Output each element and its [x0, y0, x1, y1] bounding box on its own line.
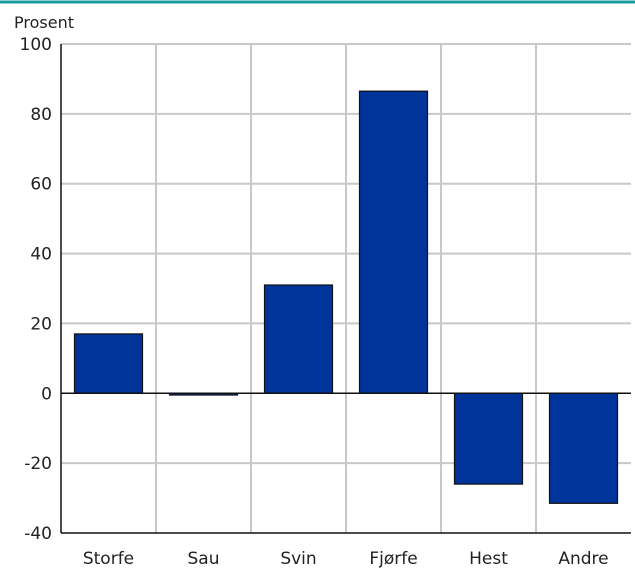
x-tick-label: Sau: [188, 549, 220, 569]
y-tick-label: 100: [20, 35, 52, 55]
x-tick-label: Hest: [469, 549, 508, 569]
x-tick-labels: Storfe Sau Svin Fjørfe Hest Andre: [83, 549, 609, 569]
bar-hest: [453, 392, 524, 485]
bar-andre: [548, 392, 619, 504]
y-tick-label: 40: [30, 245, 52, 265]
y-tick-label: 20: [30, 314, 52, 334]
axes: [60, 44, 631, 534]
x-tick-label: Svin: [280, 549, 316, 569]
y-tick-label: 60: [30, 175, 52, 195]
bar-storfe: [73, 333, 144, 394]
y-unit-label: Prosent: [14, 13, 74, 32]
y-tick-label: 80: [30, 105, 52, 125]
y-tick-label: -40: [24, 524, 52, 544]
y-tick-label: -20: [24, 454, 52, 474]
x-tick-label: Fjørfe: [369, 549, 417, 569]
bars: [73, 90, 619, 504]
x-tick-label: Storfe: [83, 549, 134, 569]
bar-fjørfe: [358, 90, 429, 394]
bar-svin: [263, 284, 334, 394]
grid: [61, 43, 631, 533]
y-tick-labels: 100 80 60 40 20 0 -20 -40: [20, 35, 52, 544]
x-tick-label: Andre: [558, 549, 608, 569]
y-tick-label: 0: [41, 384, 52, 404]
